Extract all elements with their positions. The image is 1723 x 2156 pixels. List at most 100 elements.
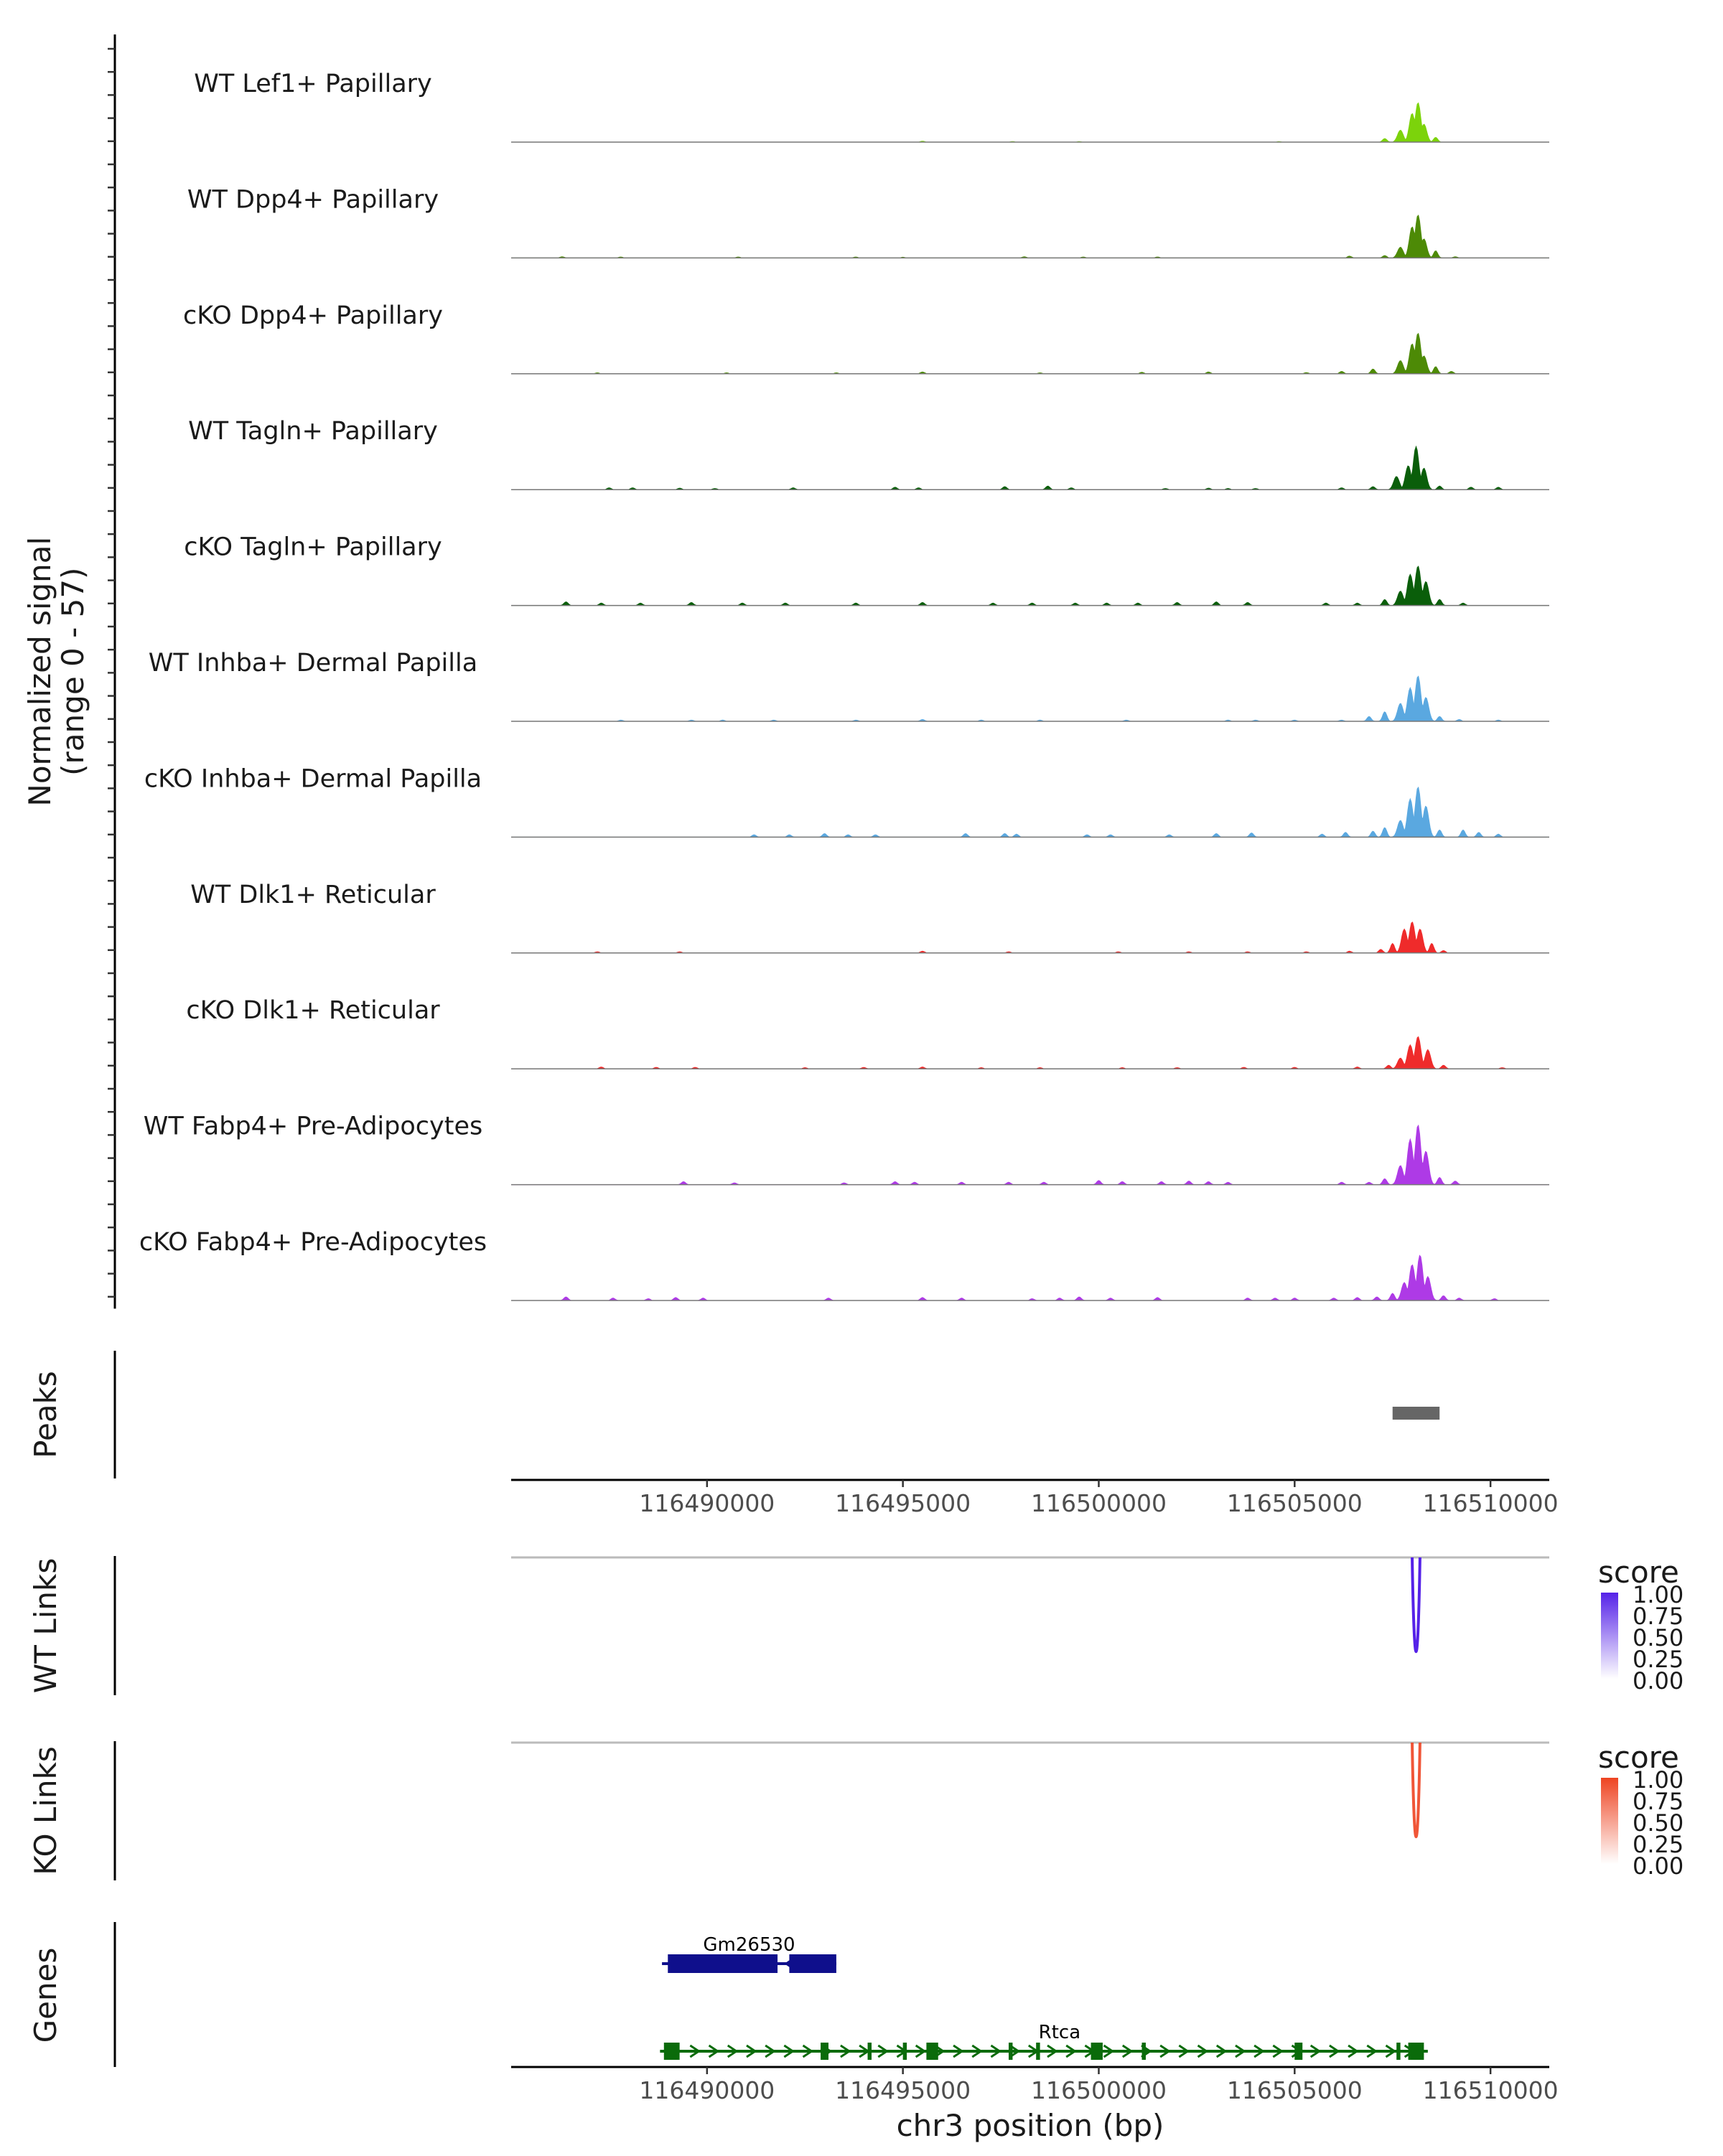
gene-strand-arrow	[689, 2044, 701, 2058]
genes-track-label: Genes	[28, 1948, 63, 2043]
coverage-track-label: cKO Dpp4+ Papillary	[183, 301, 443, 330]
gene-strand-arrow	[1065, 2044, 1077, 2058]
coverage-track-label: WT Dlk1+ Reticular	[190, 881, 436, 909]
peaks-x-tick-label: 116490000	[639, 1489, 775, 1517]
gene-gm26530: Gm26530	[662, 1934, 836, 1973]
gene-strand-arrow	[915, 2044, 927, 2058]
link-legend-colorbar	[1601, 1778, 1618, 1864]
coverage-track-wt-dpp4-papillary: WT Dpp4+ Papillary	[187, 185, 1549, 259]
gene-strand-arrow	[1178, 2044, 1190, 2058]
gene-rtca: Rtca	[660, 2022, 1428, 2060]
gene-strand-arrow	[1235, 2044, 1246, 2058]
signal-y-axis-label-line: (range 0 - 57)	[55, 568, 90, 776]
genes-x-tick-label: 116495000	[835, 2076, 971, 2104]
gene-strand-arrow	[1329, 2044, 1340, 2058]
coverage-area	[511, 566, 1549, 606]
coverage-track-cko-dpp4-papillary: cKO Dpp4+ Papillary	[183, 301, 1549, 375]
peaks-track-label: Peaks	[28, 1371, 63, 1458]
coverage-track-label: cKO Dlk1+ Reticular	[186, 996, 440, 1025]
gene-strand-arrow	[990, 2044, 1002, 2058]
coverage-track-label: WT Lef1+ Papillary	[194, 70, 432, 98]
gene-strand-arrow	[1121, 2044, 1134, 2058]
gene-strand-arrow	[1348, 2044, 1359, 2058]
gene-strand-arrow	[1215, 2044, 1228, 2058]
coverage-area	[511, 445, 1549, 490]
gene-strand-arrow	[1309, 2044, 1322, 2058]
coverage-track-cko-fabp4-pre-adipocytes: cKO Fabp4+ Pre-Adipocytes	[139, 1228, 1549, 1301]
coverage-area	[511, 332, 1549, 375]
coverage-area	[511, 786, 1549, 838]
gene-exon	[1008, 2043, 1013, 2060]
gene-exon	[663, 2043, 680, 2060]
coverage-track-wt-dlk1-reticular: WT Dlk1+ Reticular	[190, 881, 1549, 954]
gene-strand-arrow	[1366, 2044, 1378, 2058]
genes-x-tick-label: 116505000	[1227, 2076, 1363, 2104]
link-arc	[1411, 1742, 1421, 1838]
gene-strand-arrow	[1009, 2044, 1021, 2058]
genes-x-tick-label: 116490000	[639, 2076, 775, 2104]
link-legend-tick-label: 0.50	[1633, 1809, 1684, 1837]
gene-strand-arrow	[765, 2044, 776, 2058]
link-legend-tick-label: 0.00	[1633, 1667, 1684, 1695]
gene-strand-arrow	[971, 2044, 983, 2058]
coverage-track-wt-lef1-papillary: WT Lef1+ Papillary	[194, 70, 1549, 143]
coverage-track-wt-fabp4-pre-adipocytes: WT Fabp4+ Pre-Adipocytes	[144, 1112, 1549, 1186]
coverage-track-cko-dlk1-reticular: cKO Dlk1+ Reticular	[186, 996, 1549, 1069]
gene-strand-arrow	[708, 2044, 720, 2058]
signal-y-axis-label-line: Normalized signal	[22, 537, 57, 807]
gene-exon	[902, 2043, 907, 2060]
gene-exon	[1141, 2043, 1146, 2060]
coverage-area	[511, 1036, 1549, 1069]
coverage-area	[511, 675, 1549, 722]
gene-strand-arrow	[840, 2044, 851, 2058]
coverage-track-wt-tagln-papillary: WT Tagln+ Papillary	[188, 417, 1549, 490]
gene-exon	[1396, 2043, 1401, 2060]
coverage-track-label: WT Dpp4+ Papillary	[187, 185, 439, 214]
gene-exon	[1408, 2043, 1424, 2060]
coverage-area	[511, 1255, 1549, 1301]
coverage-track-label: cKO Fabp4+ Pre-Adipocytes	[139, 1228, 487, 1257]
link-legend-tick-label: 0.25	[1633, 1646, 1684, 1673]
gene-strand-arrow	[877, 2044, 889, 2058]
gene-exon	[668, 1954, 778, 1973]
link-legend-tick-label: 0.00	[1633, 1852, 1684, 1880]
gene-name-label: Gm26530	[703, 1934, 795, 1956]
x-axis-title: chr3 position (bp)	[897, 2108, 1164, 2143]
genes-x-tick-label: 116500000	[1031, 2076, 1167, 2104]
signal-y-axis-label: Normalized signal(range 0 - 57)	[22, 537, 90, 807]
coverage-area	[511, 1124, 1549, 1186]
link-legend-tick-label: 1.00	[1633, 1766, 1684, 1794]
link-legend-tick-label: 0.25	[1633, 1831, 1684, 1858]
gene-strand-arrow	[746, 2044, 757, 2058]
gene-strand-arrow	[1159, 2044, 1171, 2058]
coverage-track-label: WT Fabp4+ Pre-Adipocytes	[144, 1112, 482, 1141]
gene-strand-arrow	[802, 2044, 814, 2058]
coverage-track-label: WT Tagln+ Papillary	[188, 417, 438, 446]
gene-strand-arrow	[1047, 2044, 1058, 2058]
gene-exon	[1294, 2043, 1303, 2060]
link-legend-colorbar	[1601, 1593, 1618, 1679]
link-legend-tick-label: 1.00	[1633, 1581, 1684, 1608]
coverage-track-cko-tagln-papillary: cKO Tagln+ Papillary	[184, 533, 1549, 606]
link-legend-title: score	[1598, 1740, 1679, 1775]
link-legend-tick-label: 0.75	[1633, 1603, 1684, 1630]
gene-strand-arrow	[783, 2044, 795, 2058]
genes-x-tick-label: 116510000	[1423, 2076, 1559, 2104]
coverage-track-label: cKO Tagln+ Papillary	[184, 533, 442, 562]
gene-strand-arrow	[953, 2044, 964, 2058]
coverage-track-label: WT Inhba+ Dermal Papilla	[149, 649, 477, 678]
gene-strand-arrow	[1103, 2044, 1115, 2058]
link-legend-tick-label: 0.50	[1633, 1624, 1684, 1651]
gene-strand-arrow	[1385, 2044, 1397, 2058]
gene-exon	[1036, 2043, 1040, 2060]
coverage-track-cko-inhba-dermal-papilla: cKO Inhba+ Dermal Papilla	[144, 764, 1549, 838]
gene-strand-arrow	[727, 2044, 739, 2058]
gene-exon	[926, 2043, 938, 2060]
link-legend-title: score	[1598, 1555, 1679, 1590]
coverage-track-label: cKO Inhba+ Dermal Papilla	[144, 764, 482, 793]
gene-exon	[867, 2043, 872, 2060]
gene-exon	[1091, 2043, 1103, 2060]
link-track-label: KO Links	[28, 1746, 63, 1875]
